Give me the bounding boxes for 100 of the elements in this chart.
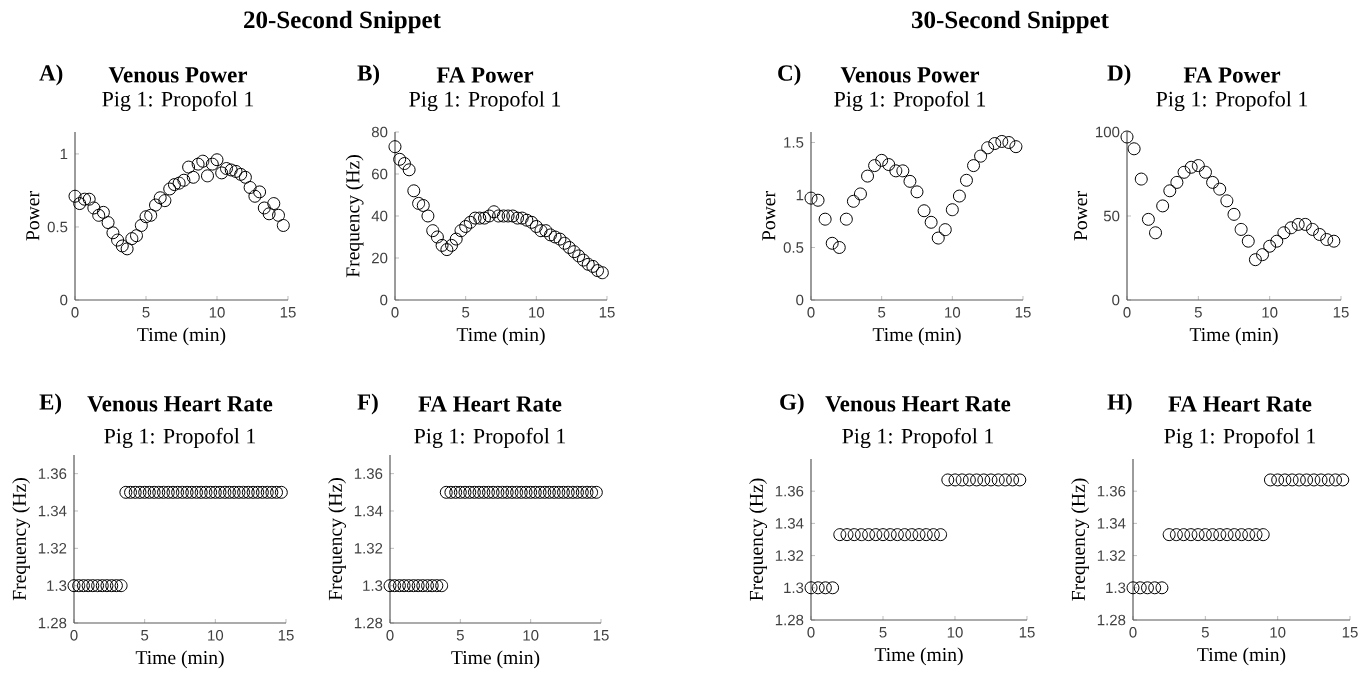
point [1191, 528, 1205, 542]
y-axis-title: Power [1074, 191, 1088, 241]
point [520, 213, 534, 227]
chart-title: FA Heart Rate [418, 396, 562, 412]
point [1009, 140, 1023, 154]
point [1213, 528, 1227, 542]
point [163, 182, 177, 196]
point [177, 173, 191, 187]
point [553, 232, 567, 246]
point [938, 223, 952, 237]
x-axis-title: Time (min) [451, 650, 540, 669]
chart-subtitle: Pig 1: Propofol 1 [842, 427, 994, 449]
point [967, 159, 981, 173]
x-tick-label: 5 [456, 630, 464, 641]
point [970, 473, 984, 487]
point [959, 173, 973, 187]
point [981, 141, 995, 155]
point [426, 224, 440, 238]
point [1278, 473, 1292, 487]
point [1177, 528, 1191, 542]
y-tick-label: 1.5 [784, 137, 804, 148]
point [567, 245, 581, 259]
point [543, 228, 557, 242]
point [868, 159, 882, 173]
point [917, 204, 931, 218]
x-tick-label: 5 [1201, 627, 1209, 638]
x-tick-label: 15 [593, 630, 609, 641]
point [1177, 165, 1191, 179]
point [948, 473, 962, 487]
y-tick-label: 40 [371, 210, 388, 222]
point [529, 220, 543, 233]
point [68, 189, 82, 203]
point [1227, 207, 1241, 221]
point [988, 137, 1002, 151]
point [397, 157, 411, 171]
x-tick-label: 10 [947, 627, 963, 638]
point [576, 253, 590, 267]
point [1285, 473, 1299, 487]
point [129, 229, 143, 243]
point [846, 194, 860, 208]
text: D) [1107, 64, 1131, 86]
point [1241, 234, 1255, 248]
y-tick-label: 1.32 [354, 543, 383, 554]
point [477, 211, 491, 225]
x-tick-label: 0 [70, 630, 78, 641]
point [78, 192, 92, 206]
point [430, 230, 444, 244]
point [515, 211, 529, 225]
y-axis-title: Frequency (Hz) [328, 478, 347, 601]
point [833, 528, 847, 542]
point [144, 208, 158, 222]
point [919, 528, 933, 542]
point [1256, 528, 1270, 542]
point [811, 193, 825, 207]
point [586, 259, 600, 273]
x-tick-label: 5 [878, 307, 886, 318]
point [1234, 222, 1248, 236]
point [1220, 194, 1234, 208]
x-axis-title: Time (min) [1197, 647, 1286, 666]
point [125, 232, 139, 246]
point [454, 224, 468, 238]
text: E) [39, 393, 62, 415]
point [995, 134, 1009, 148]
point [974, 149, 988, 163]
point [1191, 159, 1205, 173]
y-tick-label: 1 [60, 148, 68, 160]
x-tick-label: 10 [209, 307, 225, 318]
point [1313, 227, 1327, 241]
point [506, 209, 520, 223]
y-tick-label: 0 [796, 294, 804, 306]
y-axis-title: Power [762, 191, 776, 241]
chart-subtitle: Pig 1: Propofol 1 [834, 90, 986, 112]
y-tick-label: 1.28 [1097, 614, 1126, 626]
point [1170, 175, 1184, 189]
point [1227, 528, 1241, 542]
point [1327, 234, 1341, 248]
point [1126, 581, 1140, 595]
y-tick-label: 0 [380, 294, 388, 306]
point [449, 232, 463, 246]
x-tick-label: 10 [1270, 627, 1286, 638]
point [1277, 226, 1291, 240]
x-tick-label: 0 [807, 307, 815, 318]
point [875, 153, 889, 167]
point [182, 160, 196, 174]
point [941, 473, 955, 487]
x-axis-title: Time (min) [135, 650, 224, 669]
point [534, 224, 548, 238]
point [271, 208, 285, 222]
point [416, 199, 430, 212]
point [1120, 130, 1134, 144]
point [238, 170, 252, 184]
x-tick-label: 0 [1129, 627, 1137, 638]
chart-title: Venous Heart Rate [825, 396, 1011, 412]
point [984, 473, 998, 487]
y-tick-label: 1.34 [354, 505, 383, 517]
point [210, 153, 224, 167]
point [215, 166, 229, 180]
y-tick-label: 1.28 [775, 614, 804, 626]
point [1141, 212, 1155, 226]
point [1198, 165, 1212, 179]
